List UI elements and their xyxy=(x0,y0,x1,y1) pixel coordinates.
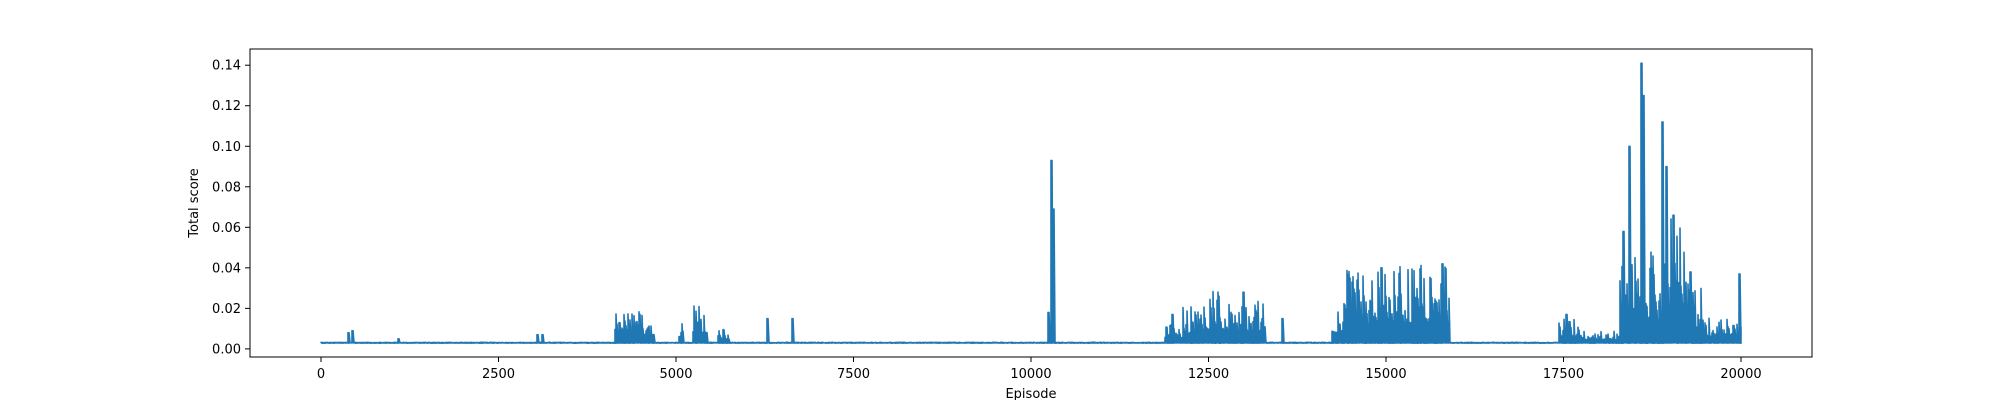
x-tick-label: 2500 xyxy=(482,367,515,382)
total-score-series xyxy=(320,62,1742,344)
x-tick-label: 0 xyxy=(317,367,325,382)
x-axis-ticks: 0 2500 5000 7500 10000 12500 15000 17500 20000 xyxy=(317,357,1762,382)
x-tick-label: 10000 xyxy=(1010,367,1051,382)
y-tick-label: 0.00 xyxy=(212,342,241,357)
x-tick-label: 20000 xyxy=(1720,367,1761,382)
y-tick-label: 0.10 xyxy=(212,140,241,155)
y-axis-label: Total score xyxy=(187,168,202,238)
y-tick-label: 0.06 xyxy=(212,221,241,236)
y-tick-label: 0.12 xyxy=(212,99,241,114)
x-tick-label: 7500 xyxy=(837,367,870,382)
y-axis-ticks: 0.00 0.02 0.04 0.06 0.08 0.10 0.12 0.14 xyxy=(212,59,250,357)
plot-frame xyxy=(249,48,1813,358)
y-tick-label: 0.04 xyxy=(212,261,241,276)
y-tick-label: 0.14 xyxy=(212,59,241,74)
x-tick-label: 12500 xyxy=(1188,367,1229,382)
x-tick-label: 17500 xyxy=(1543,367,1584,382)
total-score-line xyxy=(320,62,1742,344)
x-tick-label: 15000 xyxy=(1365,367,1406,382)
y-tick-label: 0.08 xyxy=(212,180,241,195)
x-tick-label: 5000 xyxy=(659,367,692,382)
y-tick-label: 0.02 xyxy=(212,302,241,317)
x-axis-label: Episode xyxy=(1005,387,1056,400)
